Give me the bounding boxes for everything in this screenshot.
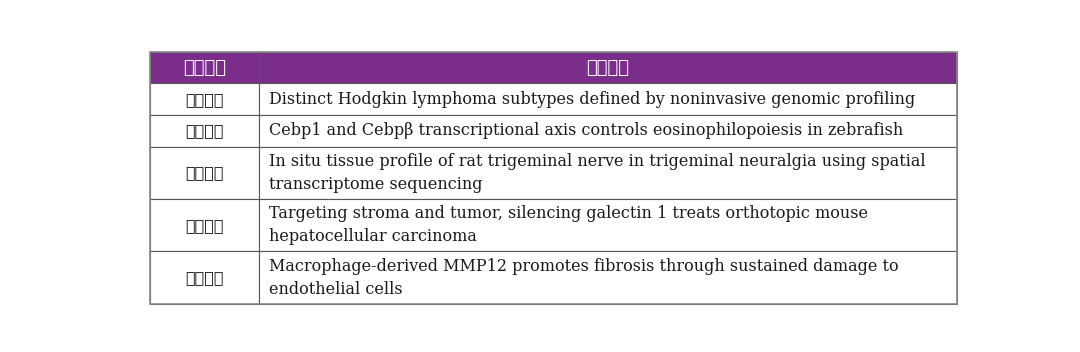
Text: Distinct Hodgkin lymphoma subtypes defined by noninvasive genomic profiling: Distinct Hodgkin lymphoma subtypes defin… bbox=[269, 91, 915, 108]
Text: Cebp1 and Cebpβ transcriptional axis controls eosinophilopoiesis in zebrafish: Cebp1 and Cebpβ transcriptional axis con… bbox=[269, 122, 903, 139]
Bar bbox=[150, 115, 259, 147]
Bar bbox=[259, 115, 957, 147]
Bar bbox=[150, 251, 259, 304]
Bar bbox=[150, 52, 259, 83]
Text: In situ tissue profile of rat trigeminal nerve in trigeminal neuralgia using spa: In situ tissue profile of rat trigeminal… bbox=[269, 153, 926, 193]
Text: 研究文章: 研究文章 bbox=[186, 124, 224, 138]
Bar bbox=[259, 52, 957, 83]
Text: Targeting stroma and tumor, silencing galectin 1 treats orthotopic mouse
hepatoc: Targeting stroma and tumor, silencing ga… bbox=[269, 206, 868, 245]
Text: 文章类型: 文章类型 bbox=[183, 58, 226, 77]
Bar bbox=[259, 83, 957, 115]
Text: 研究文章: 研究文章 bbox=[186, 218, 224, 233]
Bar bbox=[150, 83, 259, 115]
Text: 研究文章: 研究文章 bbox=[186, 165, 224, 181]
Bar bbox=[259, 147, 957, 199]
Text: 研究文章: 研究文章 bbox=[186, 270, 224, 285]
Bar bbox=[259, 199, 957, 251]
Text: 研究文章: 研究文章 bbox=[186, 92, 224, 107]
Bar bbox=[150, 147, 259, 199]
Text: 文章题目: 文章题目 bbox=[586, 58, 630, 77]
Bar bbox=[150, 199, 259, 251]
Bar bbox=[259, 251, 957, 304]
Text: Macrophage-derived MMP12 promotes fibrosis through sustained damage to
endotheli: Macrophage-derived MMP12 promotes fibros… bbox=[269, 258, 899, 297]
